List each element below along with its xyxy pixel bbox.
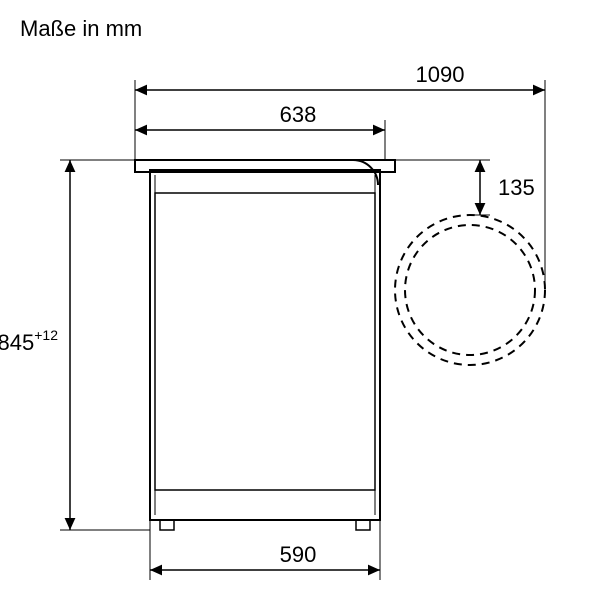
- dim-depth-label: 638: [280, 102, 317, 127]
- inner-panel: [155, 193, 375, 490]
- title: Maße in mm: [20, 16, 142, 41]
- door-swing-inner: [405, 225, 535, 355]
- dim-height-label: 845+12: [0, 327, 58, 355]
- dim-overall-width-label: 1090: [416, 62, 465, 87]
- door-swing-outer: [395, 215, 545, 365]
- dim-base-width-label: 590: [280, 542, 317, 567]
- foot-right: [356, 520, 370, 530]
- appliance-body: [150, 170, 380, 520]
- foot-left: [160, 520, 174, 530]
- dim-door-drop-label: 135: [498, 175, 535, 200]
